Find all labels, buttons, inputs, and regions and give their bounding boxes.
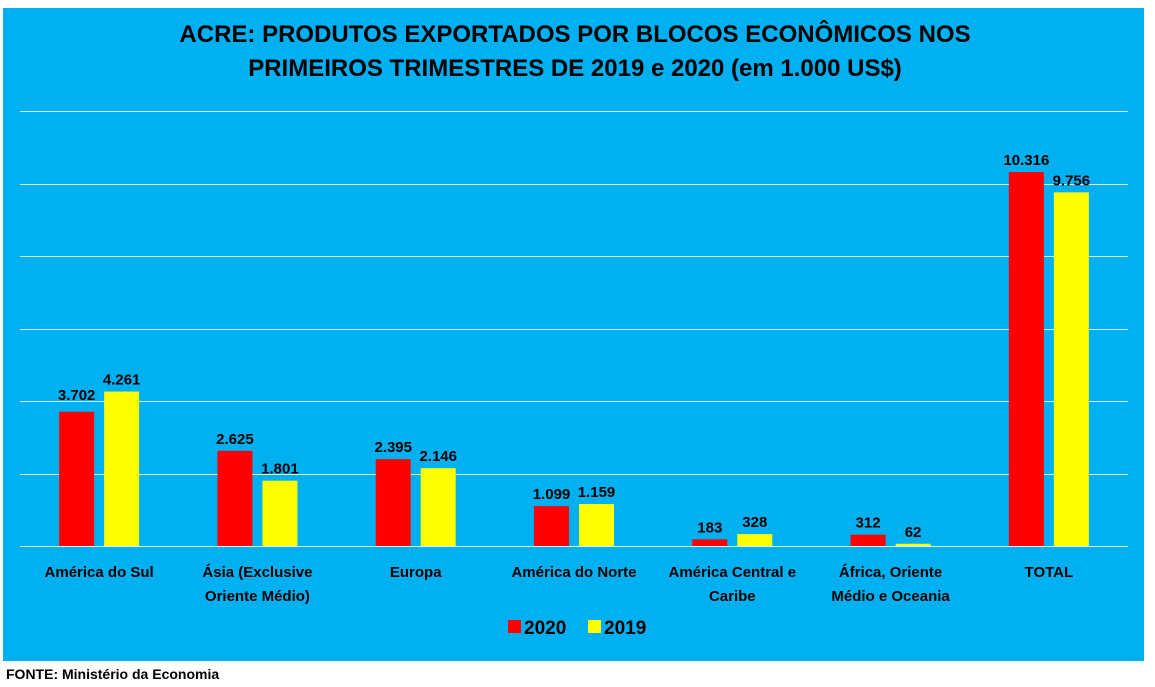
bar-2019 xyxy=(579,503,614,546)
data-label-2020: 10.316 xyxy=(1003,152,1049,169)
chart-title-line-2: PRIMEIROS TRIMESTRES DE 2019 e 2020 (em … xyxy=(248,55,902,82)
category-label: América do Norte xyxy=(511,564,636,581)
data-label-2020: 1.099 xyxy=(533,486,571,503)
bar-2020 xyxy=(375,459,411,546)
bar-2019 xyxy=(895,543,931,546)
category-label: África, Oriente xyxy=(839,564,942,581)
data-label-2020: 312 xyxy=(856,515,881,532)
bar-2020 xyxy=(534,506,569,546)
data-label-2020: 2.625 xyxy=(216,431,254,448)
data-label-2019: 62 xyxy=(905,524,922,541)
data-label-2019: 4.261 xyxy=(103,372,141,389)
chart-title-line-1: ACRE: PRODUTOS EXPORTADOS POR BLOCOS ECO… xyxy=(179,21,971,48)
category-label: Médio e Oceania xyxy=(831,588,950,605)
data-label-2019: 1.801 xyxy=(261,461,299,478)
bar-2020 xyxy=(217,450,253,546)
chart-area xyxy=(3,8,1144,661)
legend-swatch-2019 xyxy=(588,620,601,633)
data-label-2019: 2.146 xyxy=(419,448,457,465)
legend-label-2019: 2019 xyxy=(604,618,646,639)
bar-2020 xyxy=(692,539,728,546)
bar-2019 xyxy=(1053,192,1089,546)
bar-2020 xyxy=(1008,172,1044,547)
bar-2019 xyxy=(420,468,456,546)
data-label-2019: 9.756 xyxy=(1053,172,1091,189)
data-label-2020: 183 xyxy=(697,519,722,536)
data-label-2019: 1.159 xyxy=(578,484,616,501)
category-label: América Central e xyxy=(669,564,797,581)
category-label: Europa xyxy=(390,564,442,581)
category-label: Ásia (Exclusive xyxy=(202,564,312,581)
data-label-2019: 328 xyxy=(742,514,767,531)
bar-2020 xyxy=(850,534,886,546)
legend-swatch-2020 xyxy=(508,620,521,633)
data-label-2020: 3.702 xyxy=(58,387,96,404)
chart-title: ACRE: PRODUTOS EXPORTADOS POR BLOCOS ECO… xyxy=(0,18,1150,86)
category-label: Caribe xyxy=(709,588,756,605)
bar-2020 xyxy=(59,411,95,546)
legend-label-2020: 2020 xyxy=(524,618,566,639)
bar-2019 xyxy=(104,391,140,546)
category-label: Oriente Médio) xyxy=(205,588,310,605)
source-note: FONTE: Ministério da Economia xyxy=(6,666,220,682)
bar-2019 xyxy=(737,534,773,546)
category-label: América do Sul xyxy=(45,564,154,581)
data-label-2020: 2.395 xyxy=(374,439,412,456)
category-label: TOTAL xyxy=(1025,564,1074,581)
bar-2019 xyxy=(262,480,298,546)
